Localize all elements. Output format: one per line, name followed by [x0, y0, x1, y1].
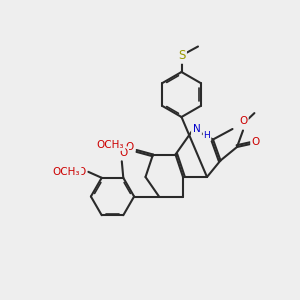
Text: O: O: [252, 136, 260, 147]
Text: methoxy: methoxy: [120, 143, 126, 144]
Text: O: O: [126, 142, 134, 152]
Text: H: H: [204, 131, 210, 140]
Text: OCH₃: OCH₃: [53, 167, 80, 177]
Text: OCH₃: OCH₃: [97, 140, 124, 150]
Text: S: S: [178, 49, 185, 62]
Text: O: O: [77, 167, 86, 177]
Text: N: N: [193, 124, 200, 134]
Text: O: O: [239, 116, 247, 127]
Text: O: O: [119, 148, 128, 158]
